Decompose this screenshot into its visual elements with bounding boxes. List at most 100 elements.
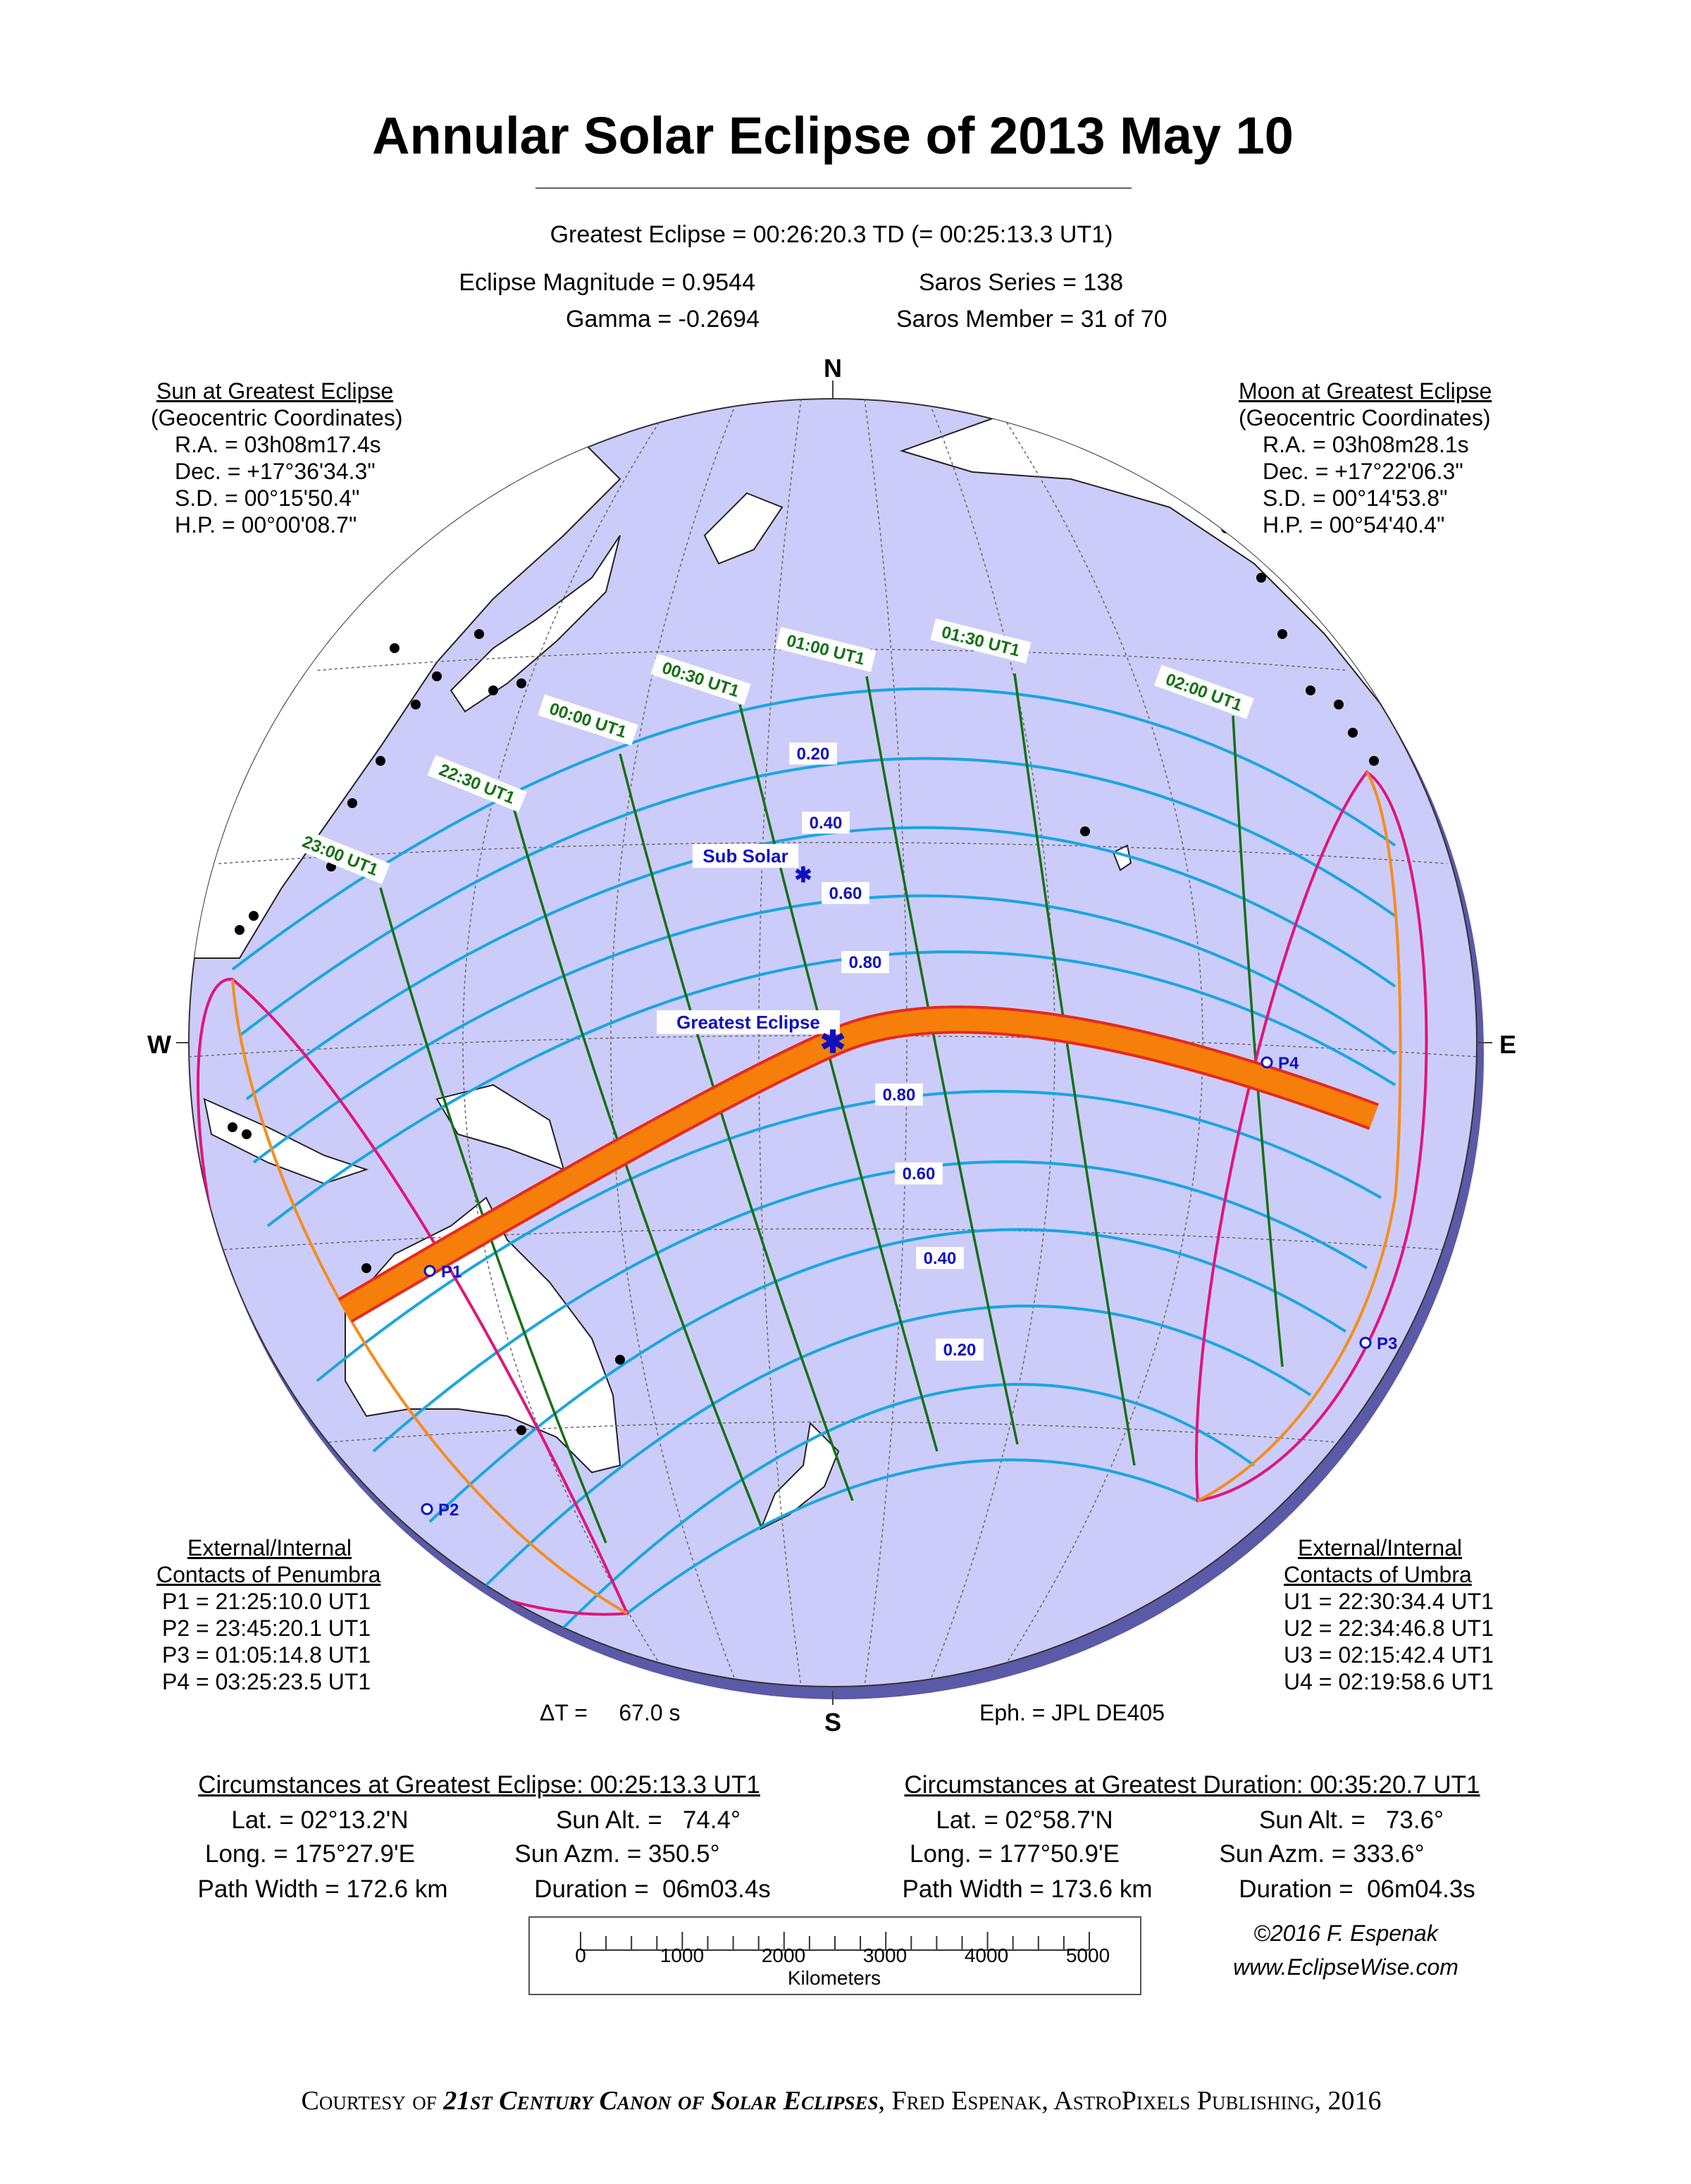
contact-point-marker [421, 1503, 433, 1515]
magnitude-curve [428, 1228, 1347, 1523]
magnitude-curve [626, 1458, 1198, 1615]
city-dot [1306, 685, 1315, 695]
gamma: Gamma = -0.2694 [566, 306, 760, 333]
svg-text:0.60: 0.60 [903, 1165, 936, 1184]
meridian-line [991, 399, 1203, 1687]
scale-label-0: 0 [575, 1944, 586, 1966]
u2-time: U2 = 22:34:46.8 UT1 [1284, 1615, 1494, 1641]
page-title: Annular Solar Eclipse of 2013 May 10 [372, 106, 1294, 165]
compass-north: N [824, 354, 842, 383]
ge-sun-azm: Sun Azm. = 350.5° [514, 1840, 720, 1868]
svg-text:0.20: 0.20 [797, 745, 830, 764]
meridian-line [610, 399, 738, 1687]
gd-lat: Lat. = 02°58.7'N [936, 1806, 1113, 1834]
city-dot [615, 1355, 625, 1365]
greatest-eclipse-heading: Circumstances at Greatest Eclipse: 00:25… [198, 1771, 760, 1799]
contact-point-label: P2 [438, 1501, 459, 1520]
contact-point-marker [1260, 1056, 1273, 1069]
moon-heading: Moon at Greatest Eclipse [1239, 378, 1492, 404]
moon-sd: S.D. = 00°14'53.8" [1263, 485, 1448, 511]
kamchatka-landmass [703, 492, 783, 565]
footer-suffix: , Fred Espenak, AstroPixels Publishing, … [878, 2086, 1382, 2116]
moon-info: Moon at Greatest Eclipse (Geocentric Coo… [1239, 378, 1492, 538]
time-line [1013, 673, 1136, 1466]
footer-book-title: 21st Century Canon of Solar Eclipses [443, 2086, 879, 2116]
city-dot [1348, 728, 1358, 738]
sub-solar-label: Sub Solar [692, 844, 799, 868]
gd-long: Long. = 177°50.9'E [909, 1840, 1120, 1868]
ge-sun-alt: Sun Alt. = 74.4° [555, 1806, 741, 1834]
magnitude-label-north: 0.20 [789, 743, 837, 765]
umbral-path-fill [339, 1008, 1378, 1320]
magnitude-label-north: 0.80 [841, 951, 889, 974]
time-line [738, 704, 939, 1452]
city-dot [516, 1425, 526, 1435]
city-dot [474, 629, 484, 639]
svg-text:0.40: 0.40 [924, 1249, 957, 1268]
distance-scale: 0 1000 2000 3000 4000 5000 Kilometers [528, 1916, 1141, 1995]
time-line [865, 676, 1019, 1445]
sun-ra: R.A. = 03h08m17.4s [175, 432, 381, 457]
magnitude-label-north: 0.40 [802, 812, 850, 834]
parallel-line [317, 1421, 1349, 1444]
meridian-line [927, 399, 1055, 1687]
ge-long: Long. = 175°27.9'E [204, 1840, 416, 1868]
compass-east: E [1499, 1030, 1517, 1059]
ge-path-width: Path Width = 172.6 km [197, 1875, 448, 1903]
compass-south: S [824, 1708, 842, 1737]
greatest-eclipse-marker: ✱ [820, 1025, 846, 1060]
svg-text:0.80: 0.80 [883, 1086, 916, 1105]
umbra-heading-2: Contacts of Umbra [1284, 1562, 1472, 1587]
svg-text:0.60: 0.60 [829, 884, 862, 903]
moon-hp: H.P. = 00°54'40.4" [1263, 512, 1445, 538]
sun-heading: Sun at Greatest Eclipse [156, 378, 394, 404]
title-divider [535, 187, 1132, 189]
p4-time: P4 = 03:25:23.5 UT1 [162, 1669, 371, 1694]
city-dot [1080, 826, 1090, 836]
contact-point-label: P3 [1377, 1334, 1397, 1353]
magnitude-curve [548, 1382, 1256, 1643]
city-dot [390, 643, 399, 653]
scale-label-1000: 1000 [659, 1944, 705, 1966]
ge-lat: Lat. = 02°13.2'N [231, 1806, 409, 1834]
city-dot [1256, 573, 1266, 583]
ephemeris: Eph. = JPL DE405 [979, 1700, 1165, 1725]
city-dot [411, 700, 421, 709]
scale-label-5000: 5000 [1065, 1944, 1110, 1966]
parallel-line [218, 1228, 1447, 1251]
u3-time: U3 = 02:15:42.4 UT1 [1284, 1642, 1494, 1668]
greatest-duration-heading: Circumstances at Greatest Duration: 00:3… [904, 1771, 1480, 1799]
website-link[interactable]: www.EclipseWise.com [1233, 1954, 1458, 1980]
u1-time: U1 = 22:30:34.4 UT1 [1284, 1589, 1494, 1614]
city-dot [228, 1122, 237, 1132]
moon-ra: R.A. = 03h08m28.1s [1263, 432, 1469, 457]
gd-path-width: Path Width = 173.6 km [902, 1875, 1153, 1903]
sun-dec: Dec. = +17°36'34.3" [175, 459, 376, 484]
sun-hp: H.P. = 00°00'08.7" [175, 512, 357, 538]
penumbra-heading-2: Contacts of Penumbra [156, 1562, 381, 1587]
contact-point-label: P4 [1278, 1054, 1299, 1073]
sub-solar-marker: ✱ [794, 864, 812, 887]
saros-member: Saros Member = 31 of 70 [896, 306, 1167, 333]
city-dot [235, 925, 244, 935]
time-line [1232, 715, 1284, 1367]
time-lines [379, 673, 1284, 1544]
umbral-path [337, 1005, 1379, 1323]
compass-west: W [147, 1030, 171, 1059]
magnitude-curve [485, 1304, 1312, 1587]
greatest-eclipse-time: Greatest Eclipse = 00:26:20.3 TD (= 00:2… [550, 221, 1113, 248]
greatest-eclipse-star-icon: ✱ [820, 1025, 846, 1060]
scale-label-2000: 2000 [761, 1944, 806, 1966]
city-dot [376, 756, 385, 766]
footer-prefix: Courtesy of [301, 2086, 444, 2116]
time-line [513, 809, 762, 1527]
east-penumbra-limit [1195, 770, 1428, 1503]
gd-duration: Duration = 06m04.3s [1239, 1875, 1475, 1903]
sun-subheading: (Geocentric Coordinates) [151, 405, 403, 430]
svg-text:0.20: 0.20 [943, 1341, 977, 1360]
compass-ticks [176, 380, 1492, 1705]
parallel-line [218, 842, 1447, 864]
indonesia-landmass [203, 1098, 369, 1185]
east-rise-set-curve [1197, 771, 1402, 1502]
city-dot [249, 911, 259, 921]
